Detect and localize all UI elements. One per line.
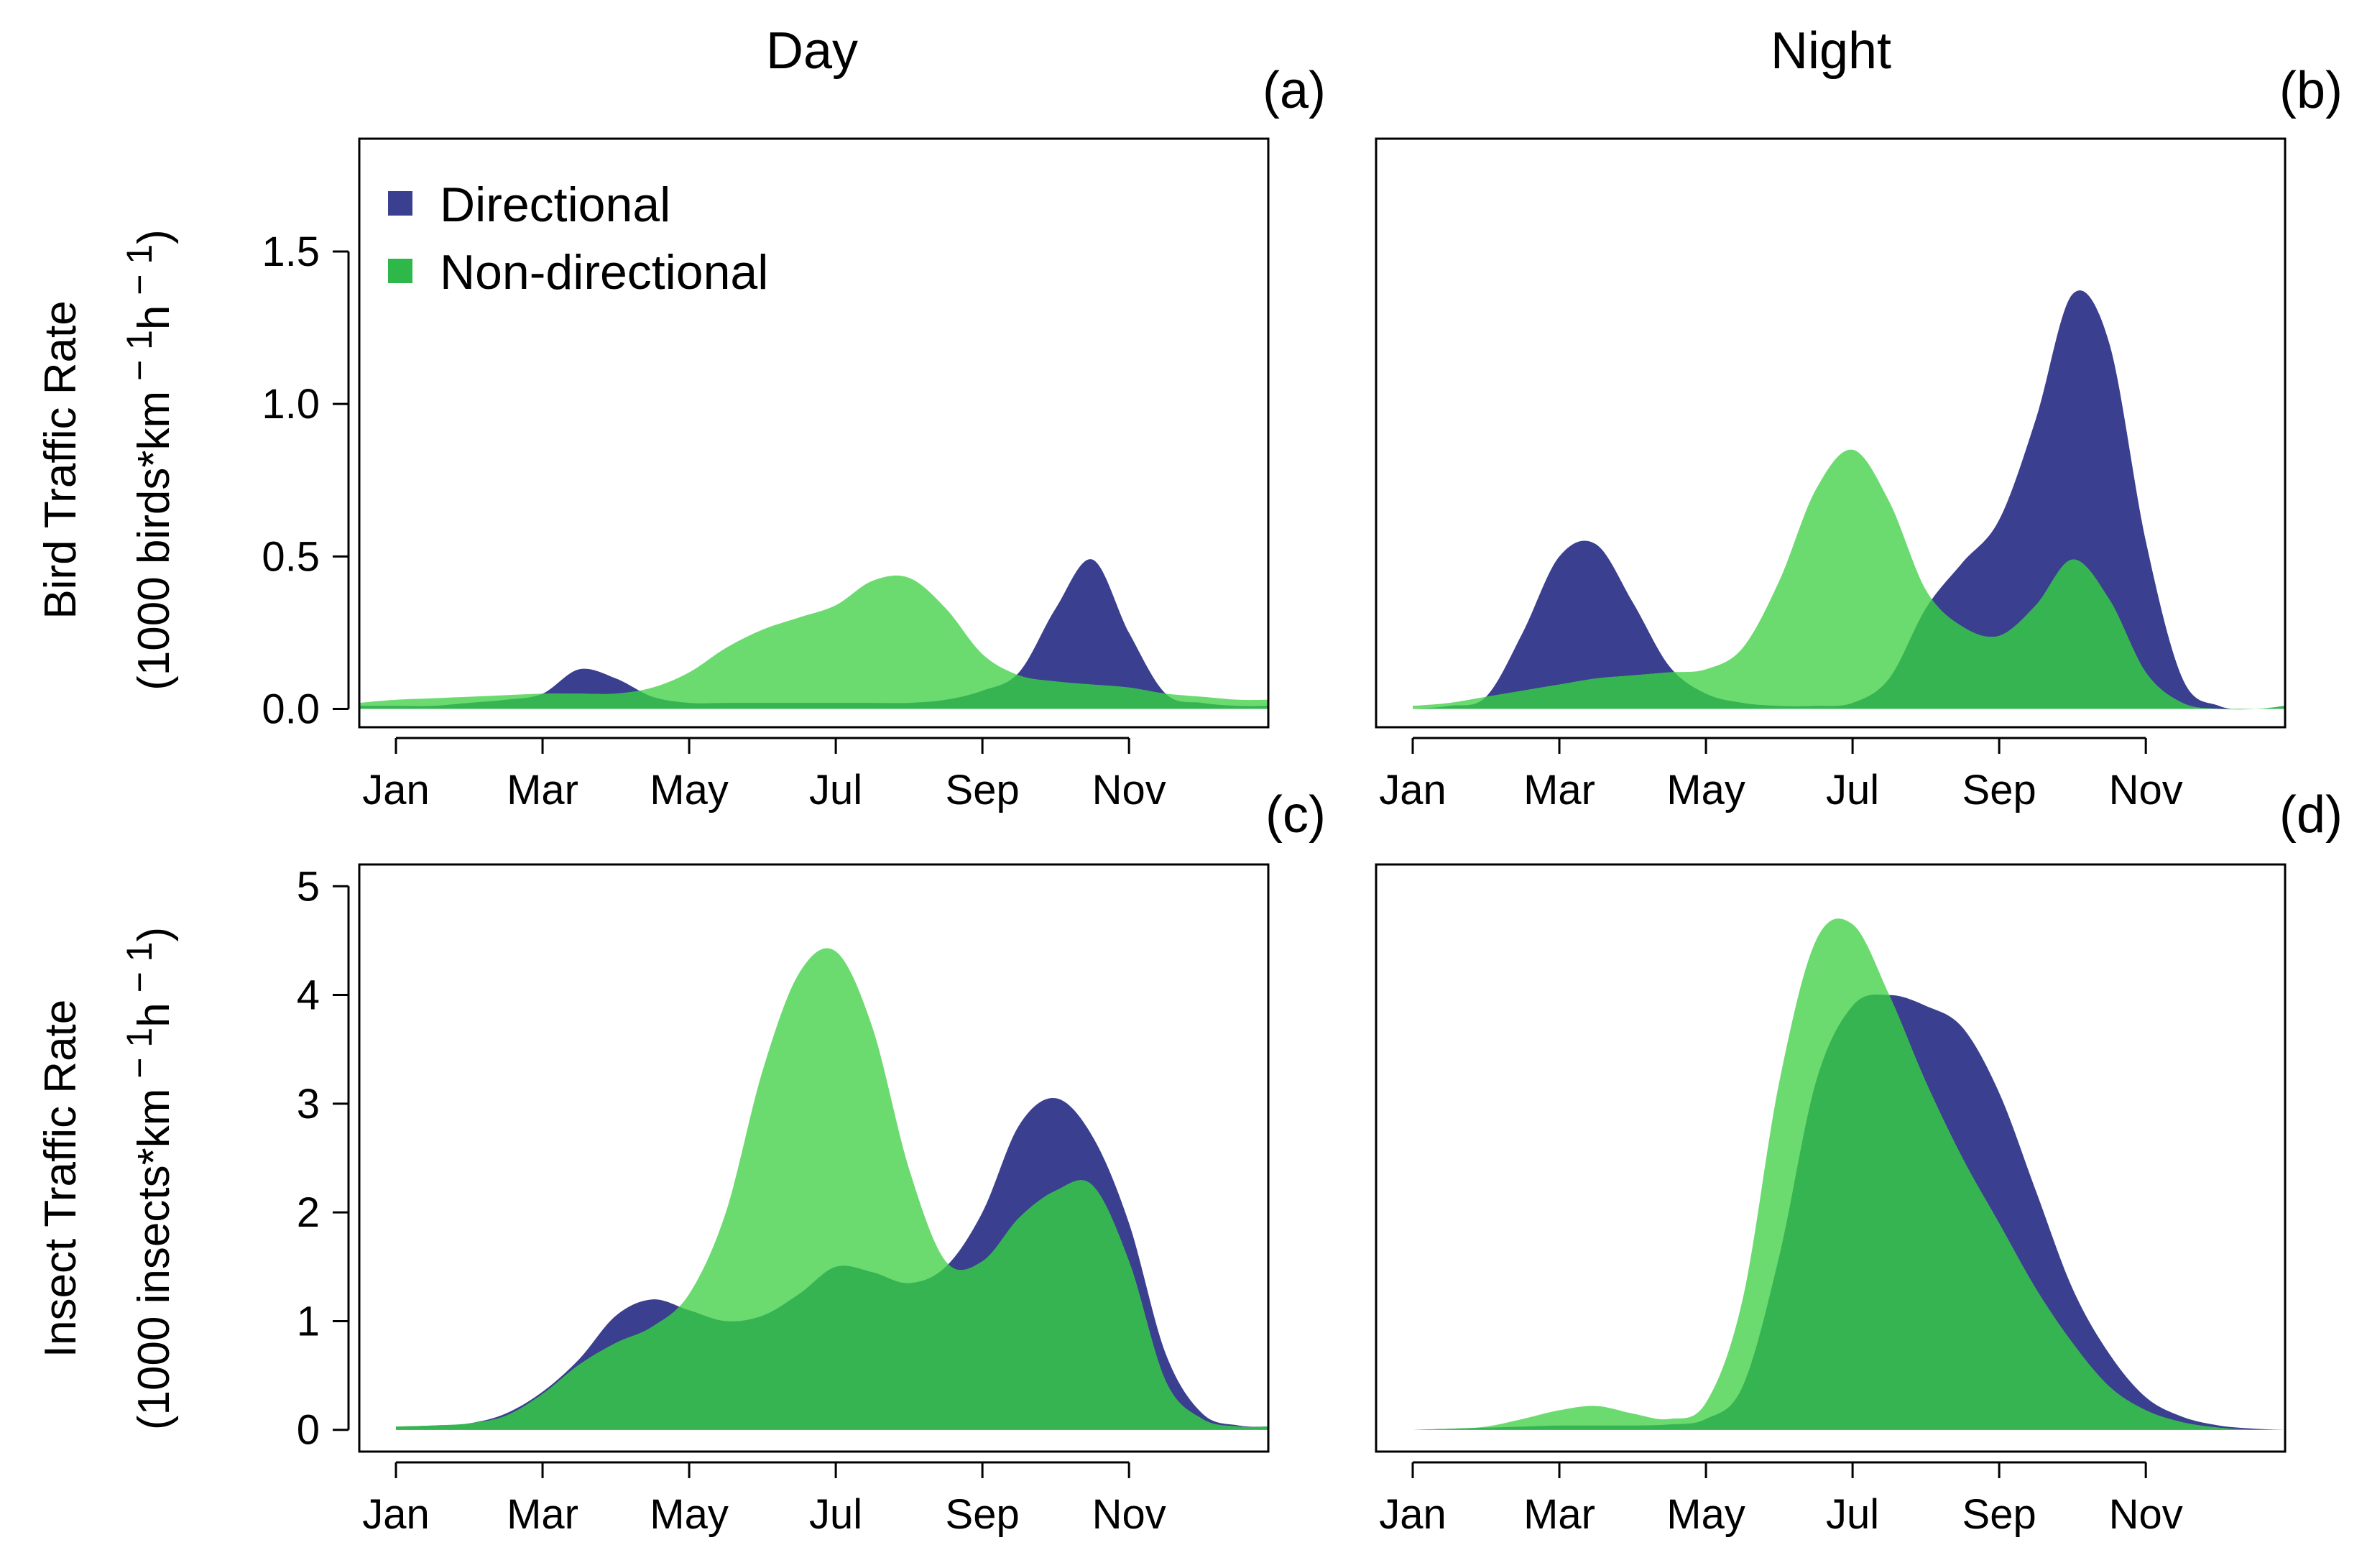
legend-swatch-nondirectional [388, 259, 412, 283]
panel-tag-a: (a) [1263, 62, 1326, 119]
ylabel-bird-unit: (1000 birds*km − 1h − 1) [119, 229, 179, 691]
y-tick-label-a: 0.0 [262, 686, 320, 733]
plot-frame-c [358, 863, 1270, 1453]
x-tick-label-a: Sep [946, 767, 1020, 813]
ylabel-bird-close: ) [129, 229, 179, 244]
series-area-overlap-d [1413, 995, 2285, 1430]
y-tick-label-a: 1.5 [262, 229, 320, 275]
panel-a: Jan Mar May Jul Sep Nov 0.0 0.5 1.0 1.5 [262, 137, 1270, 813]
x-tick-label-b: May [1666, 767, 1745, 813]
ylabel-insect: Insect Traffic Rate [36, 1000, 86, 1358]
plot-area-b [1413, 290, 2285, 710]
x-tick-label-d: Jan [1379, 1491, 1446, 1538]
ylabel-bird: Bird Traffic Rate [36, 300, 86, 619]
plot-area-c [396, 948, 1268, 1430]
ylabel-insect-exp2: − 1 [119, 942, 160, 1003]
y-tick-label-c: 2 [297, 1189, 320, 1236]
panel-b: Jan Mar May Jul Sep Nov [1375, 137, 2287, 813]
x-tick-label-d: Mar [1523, 1491, 1595, 1538]
series-area-directional-a [359, 559, 1268, 709]
ylabel-bird-line2: (1000 birds*km [129, 391, 179, 691]
x-tick-label-a: Jan [362, 767, 430, 813]
x-tick-label-a: Mar [507, 767, 578, 813]
x-tick-label-d: Nov [2109, 1491, 2183, 1538]
plot-frame-a [358, 137, 1270, 729]
ylabel-insect-exp1: − 1 [119, 1028, 160, 1089]
panel-d: Jan Mar May Jul Sep Nov [1375, 863, 2287, 1538]
plot-area-d [1413, 918, 2285, 1430]
plot-frame-d [1375, 863, 2287, 1453]
x-tick-label-a: May [650, 767, 729, 813]
x-tick-label-b: Jan [1379, 767, 1446, 813]
series-area-nondirectional-a [359, 575, 1268, 709]
y-tick-label-c: 3 [297, 1081, 320, 1127]
ylabel-bird-exp2: − 1 [119, 244, 160, 305]
ylabel-insect-unit: (1000 insects*km − 1h − 1) [119, 927, 179, 1430]
col-title-day: Day [766, 22, 858, 80]
x-tick-label-b: Sep [1962, 767, 2036, 813]
x-tick-label-c: Jan [362, 1491, 430, 1538]
legend: Directional Non-directional [388, 177, 768, 300]
plot-frame-b [1375, 137, 2287, 729]
x-tick-label-d: Sep [1962, 1491, 2036, 1538]
y-tick-label-a: 1.0 [262, 381, 320, 428]
x-tick-label-b: Jul [1826, 767, 1879, 813]
col-title-night: Night [1771, 22, 1891, 80]
x-tick-label-c: Nov [1092, 1491, 1166, 1538]
y-tick-label-c: 4 [297, 972, 320, 1019]
x-tick-label-b: Nov [2109, 767, 2183, 813]
panel-tag-c: (c) [1265, 786, 1326, 844]
y-tick-label-c: 0 [297, 1407, 320, 1454]
ylabel-insect-line1: Insect Traffic Rate [36, 1000, 86, 1358]
ylabel-insect-close: ) [129, 927, 179, 942]
ylabel-bird-unit-text: (1000 birds*km − 1h − 1) [119, 229, 179, 691]
ylabel-bird-exp1: − 1 [119, 330, 160, 391]
x-tick-label-c: Jul [809, 1491, 862, 1538]
legend-label-directional: Directional [440, 177, 670, 232]
legend-label-nondirectional: Non-directional [440, 245, 768, 300]
x-tick-label-b: Mar [1523, 767, 1595, 813]
panel-tag-b: (b) [2279, 62, 2343, 119]
panel-c: Jan Mar May Jul Sep Nov 0 1 2 3 4 5 [297, 863, 1270, 1538]
x-tick-label-d: May [1666, 1491, 1745, 1538]
ylabel-bird-line1: Bird Traffic Rate [36, 300, 86, 619]
x-tick-label-c: May [650, 1491, 729, 1538]
y-tick-label-a: 0.5 [262, 533, 320, 580]
x-tick-label-a: Jul [809, 767, 862, 813]
x-tick-label-a: Nov [1092, 767, 1166, 813]
x-tick-label-c: Sep [946, 1491, 1020, 1538]
y-tick-label-c: 1 [297, 1298, 320, 1345]
plot-area-a [359, 559, 1268, 709]
ylabel-insect-unit-tail: h [129, 1002, 179, 1027]
x-tick-label-c: Mar [507, 1491, 578, 1538]
panel-tag-d: (d) [2279, 786, 2343, 844]
y-tick-label-c: 5 [297, 863, 320, 910]
ylabel-insect-line2: (1000 insects*km [129, 1089, 179, 1431]
legend-swatch-directional [388, 191, 412, 216]
x-tick-label-d: Jul [1826, 1491, 1879, 1538]
ylabel-bird-unit-tail: h [129, 305, 179, 330]
ylabel-insect-unit-text: (1000 insects*km − 1h − 1) [119, 927, 179, 1430]
